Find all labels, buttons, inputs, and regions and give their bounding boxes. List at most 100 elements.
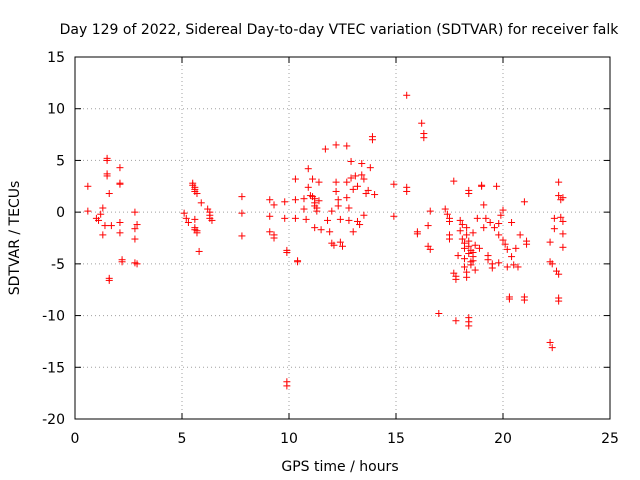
data-point	[463, 231, 471, 239]
data-point	[548, 344, 556, 352]
data-point	[480, 224, 488, 232]
data-point	[195, 247, 203, 255]
data-point	[334, 202, 342, 210]
data-point	[499, 236, 507, 244]
data-point	[441, 205, 449, 213]
data-point	[116, 218, 124, 226]
data-point	[546, 338, 554, 346]
data-point	[360, 211, 368, 219]
data-point	[99, 204, 107, 212]
data-point	[343, 142, 351, 150]
data-point	[304, 165, 312, 173]
data-point	[454, 252, 462, 260]
data-point	[488, 264, 496, 272]
data-point	[347, 157, 355, 165]
data-point	[486, 218, 494, 226]
data-point	[390, 212, 398, 220]
data-point	[336, 238, 344, 246]
data-point	[493, 182, 501, 190]
axis-ticks	[74, 56, 611, 420]
data-point	[191, 215, 199, 223]
data-point	[467, 261, 475, 269]
data-point	[84, 182, 92, 190]
data-point	[332, 141, 340, 149]
x-axis-label: GPS time / hours	[281, 459, 398, 475]
data-point	[283, 382, 291, 390]
data-point	[520, 198, 528, 206]
data-point	[418, 119, 426, 127]
data-point	[328, 207, 336, 215]
data-point	[559, 243, 567, 251]
data-point	[471, 266, 479, 274]
data-point	[458, 235, 466, 243]
y-tick-label: 10	[47, 102, 65, 118]
data-point	[193, 227, 201, 235]
data-point	[484, 256, 492, 264]
data-point	[358, 171, 366, 179]
data-point	[482, 214, 490, 222]
grid	[75, 57, 610, 419]
data-point	[330, 241, 338, 249]
x-tick-label: 15	[387, 431, 405, 447]
data-point	[332, 187, 340, 195]
data-point	[426, 207, 434, 215]
data-point	[131, 208, 139, 216]
data-point	[317, 226, 325, 234]
data-point	[495, 259, 503, 267]
data-point	[452, 275, 460, 283]
y-tick-label: 15	[47, 50, 65, 66]
data-point	[343, 178, 351, 186]
data-point	[105, 276, 113, 284]
data-point	[311, 224, 319, 232]
x-tick-label: 10	[280, 431, 298, 447]
data-point	[281, 198, 289, 206]
plot-frame	[74, 56, 611, 420]
data-point	[424, 222, 432, 230]
data-point	[291, 214, 299, 222]
data-point	[315, 178, 323, 186]
data-point	[105, 190, 113, 198]
data-point	[238, 193, 246, 201]
data-point	[349, 185, 357, 193]
data-point	[345, 216, 353, 224]
data-point	[364, 186, 372, 194]
data-point	[512, 244, 520, 252]
data-point	[99, 231, 107, 239]
x-tick-label: 0	[71, 431, 80, 447]
data-point	[510, 261, 518, 269]
data-point	[501, 240, 509, 248]
data-point	[456, 227, 464, 235]
y-tick-label: -20	[42, 412, 65, 428]
data-point	[508, 253, 516, 261]
data-point	[390, 180, 398, 188]
data-point	[360, 175, 368, 183]
y-tick-label: -15	[42, 360, 65, 376]
data-point	[366, 164, 374, 172]
data-point	[555, 297, 563, 305]
data-point	[356, 221, 364, 229]
data-point	[291, 175, 299, 183]
data-point	[291, 196, 299, 204]
data-point	[443, 210, 451, 218]
data-point	[270, 234, 278, 242]
data-point	[403, 187, 411, 195]
data-point	[309, 175, 317, 183]
data-point	[197, 199, 205, 207]
data-point	[458, 221, 466, 229]
data-point	[270, 201, 278, 209]
data-point	[469, 257, 477, 265]
data-point	[520, 296, 528, 304]
data-point	[368, 136, 376, 144]
data-point	[420, 134, 428, 142]
data-point	[313, 207, 321, 215]
data-point	[300, 205, 308, 213]
data-point	[193, 190, 201, 198]
data-point	[302, 215, 310, 223]
data-point	[334, 196, 342, 204]
data-point	[460, 255, 468, 263]
data-point	[349, 228, 357, 236]
data-point	[469, 229, 477, 237]
data-point	[103, 156, 111, 164]
data-point	[184, 218, 192, 226]
data-point	[463, 273, 471, 281]
